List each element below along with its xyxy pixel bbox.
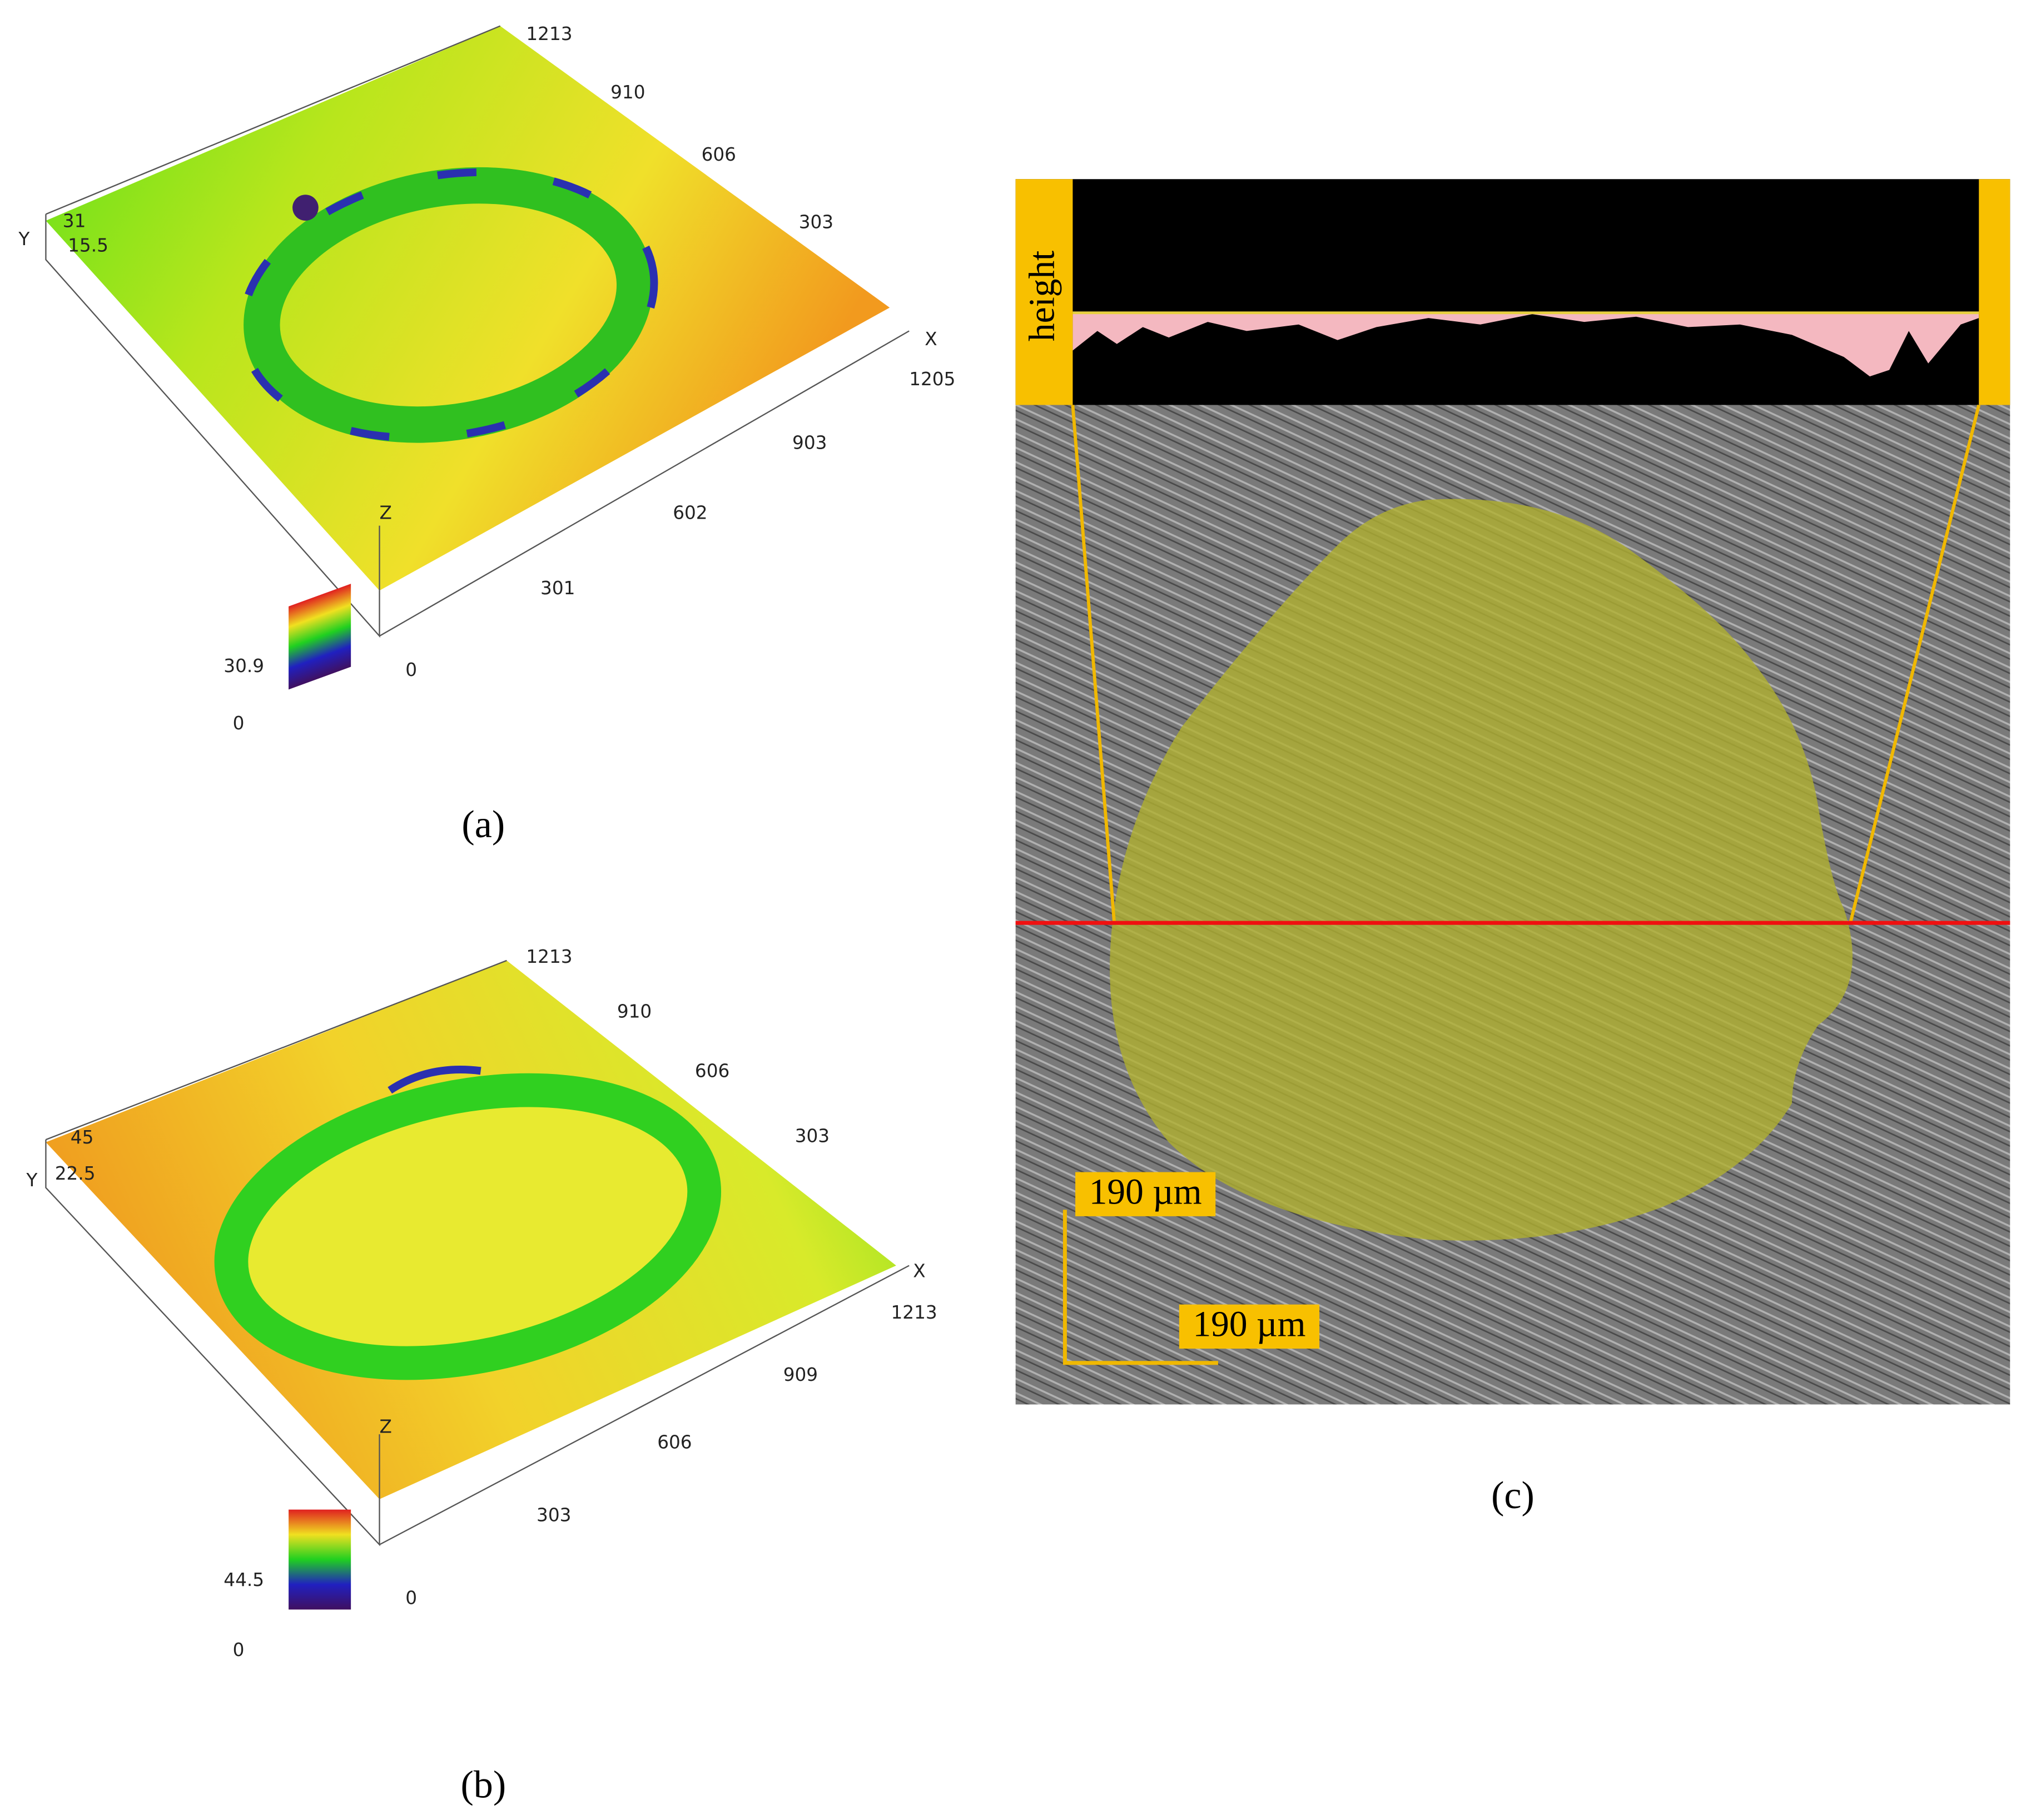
frame bbox=[46, 959, 507, 1141]
profile bbox=[1072, 314, 1979, 405]
guide-line bbox=[1849, 404, 1981, 923]
axis-label: Z bbox=[380, 503, 392, 524]
panel-label: (a) bbox=[461, 803, 505, 846]
tick-label: 1205 bbox=[909, 369, 955, 390]
wear-scar bbox=[1110, 499, 1853, 1241]
scale-bar bbox=[1062, 1210, 1218, 1365]
crater-rim bbox=[244, 167, 653, 443]
panel-b: 1213 910 606 303 X 1213 909 606 303 0 45… bbox=[26, 946, 937, 1806]
tick-label: 15.5 bbox=[68, 235, 108, 256]
tick-label: 303 bbox=[537, 1504, 571, 1525]
tick-label: 602 bbox=[673, 503, 707, 524]
panel-label: (b) bbox=[460, 1764, 506, 1807]
tick-label: 0 bbox=[405, 1588, 417, 1609]
x-axis bbox=[379, 1265, 910, 1545]
panel-label: (c) bbox=[1491, 1474, 1535, 1517]
axis-label: X bbox=[913, 1260, 925, 1281]
scale-box bbox=[1075, 1172, 1216, 1216]
frame bbox=[45, 214, 380, 638]
tick-label: 0 bbox=[405, 659, 417, 680]
tick-label: 22.5 bbox=[55, 1163, 96, 1184]
frame bbox=[45, 25, 501, 215]
x-axis bbox=[379, 330, 910, 637]
tick-label: 903 bbox=[792, 432, 827, 454]
axis-label: X bbox=[925, 329, 937, 350]
tick-label: 1213 bbox=[891, 1302, 937, 1323]
profile-label: height bbox=[1022, 251, 1062, 341]
crater-edge bbox=[239, 168, 658, 442]
colorbar bbox=[289, 1509, 351, 1610]
tick-label: 909 bbox=[783, 1364, 818, 1385]
tick-label: 1213 bbox=[526, 946, 572, 967]
panel-a: 1213 910 606 303 X 1205 903 602 301 0 31… bbox=[18, 23, 955, 846]
scale-label: 190 µm bbox=[1089, 1172, 1202, 1212]
scale-label: 190 µm bbox=[1193, 1305, 1306, 1345]
tick-label: 910 bbox=[610, 82, 645, 103]
surface bbox=[46, 26, 890, 591]
colorbar bbox=[289, 584, 351, 690]
tick-label: 301 bbox=[540, 578, 575, 599]
tick-label: 910 bbox=[617, 1001, 652, 1022]
tick-label: 31 bbox=[63, 210, 86, 231]
profile-bar bbox=[1979, 179, 2010, 405]
pit bbox=[292, 195, 319, 221]
colorbar-label: 0 bbox=[233, 713, 245, 734]
tick-label: 606 bbox=[702, 144, 736, 165]
frame bbox=[45, 1140, 380, 1546]
tick-label: 1213 bbox=[526, 23, 572, 44]
tick-label: 606 bbox=[695, 1061, 729, 1082]
crater bbox=[214, 1073, 721, 1380]
tick-label: 45 bbox=[71, 1127, 94, 1148]
panel-c: height 190 µm 190 µm (c) bbox=[1015, 179, 2010, 1517]
axis-label: Y bbox=[18, 228, 30, 250]
tick-label: 303 bbox=[799, 212, 833, 233]
crater-edge bbox=[388, 1066, 481, 1094]
tick-label: 606 bbox=[657, 1432, 692, 1453]
profile-bar bbox=[1015, 179, 1073, 405]
colorbar-label: 44.5 bbox=[224, 1569, 264, 1590]
colorbar-label: 30.9 bbox=[224, 655, 264, 677]
colorbar-label: 0 bbox=[233, 1639, 245, 1660]
axis-label: Z bbox=[380, 1416, 392, 1437]
scale-box bbox=[1179, 1304, 1320, 1349]
tick-label: 303 bbox=[795, 1125, 830, 1146]
axis-label: Y bbox=[26, 1170, 38, 1191]
guide-line bbox=[1071, 405, 1116, 923]
